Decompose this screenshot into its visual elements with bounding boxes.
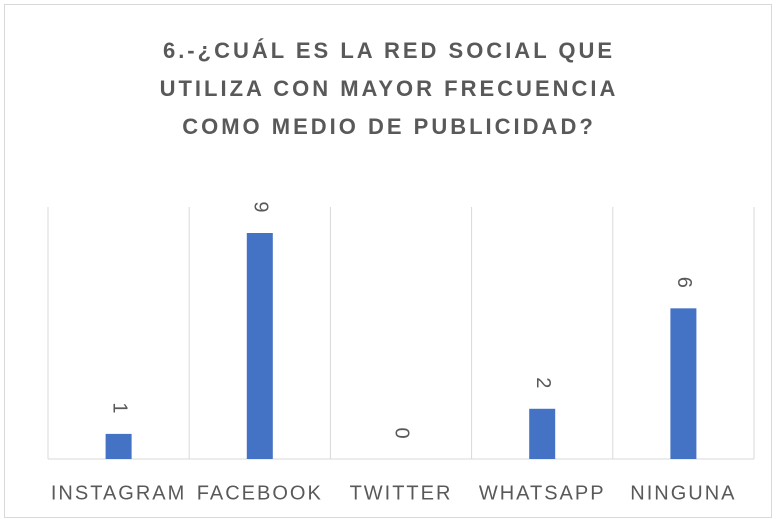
- data-label: 2: [532, 377, 554, 388]
- data-label: 1: [108, 402, 130, 413]
- bar: [529, 408, 556, 459]
- x-tick-label: NINGUNA: [630, 482, 736, 504]
- x-tick-label: INSTAGRAM: [51, 482, 186, 504]
- chart-title: 6.-¿CUÁL ES LA RED SOCIAL QUE UTILIZA CO…: [159, 38, 619, 139]
- x-tick-label: FACEBOOK: [197, 482, 323, 504]
- bar: [670, 308, 697, 459]
- data-label: 0: [391, 427, 413, 438]
- bar: [246, 233, 273, 459]
- data-label: 9: [250, 201, 272, 212]
- x-tick-label: WHATSAPP: [479, 482, 606, 504]
- x-tick-label: TWITTER: [350, 482, 453, 504]
- bar: [105, 433, 132, 459]
- data-label: 6: [673, 277, 695, 288]
- chart-frame: [4, 4, 772, 518]
